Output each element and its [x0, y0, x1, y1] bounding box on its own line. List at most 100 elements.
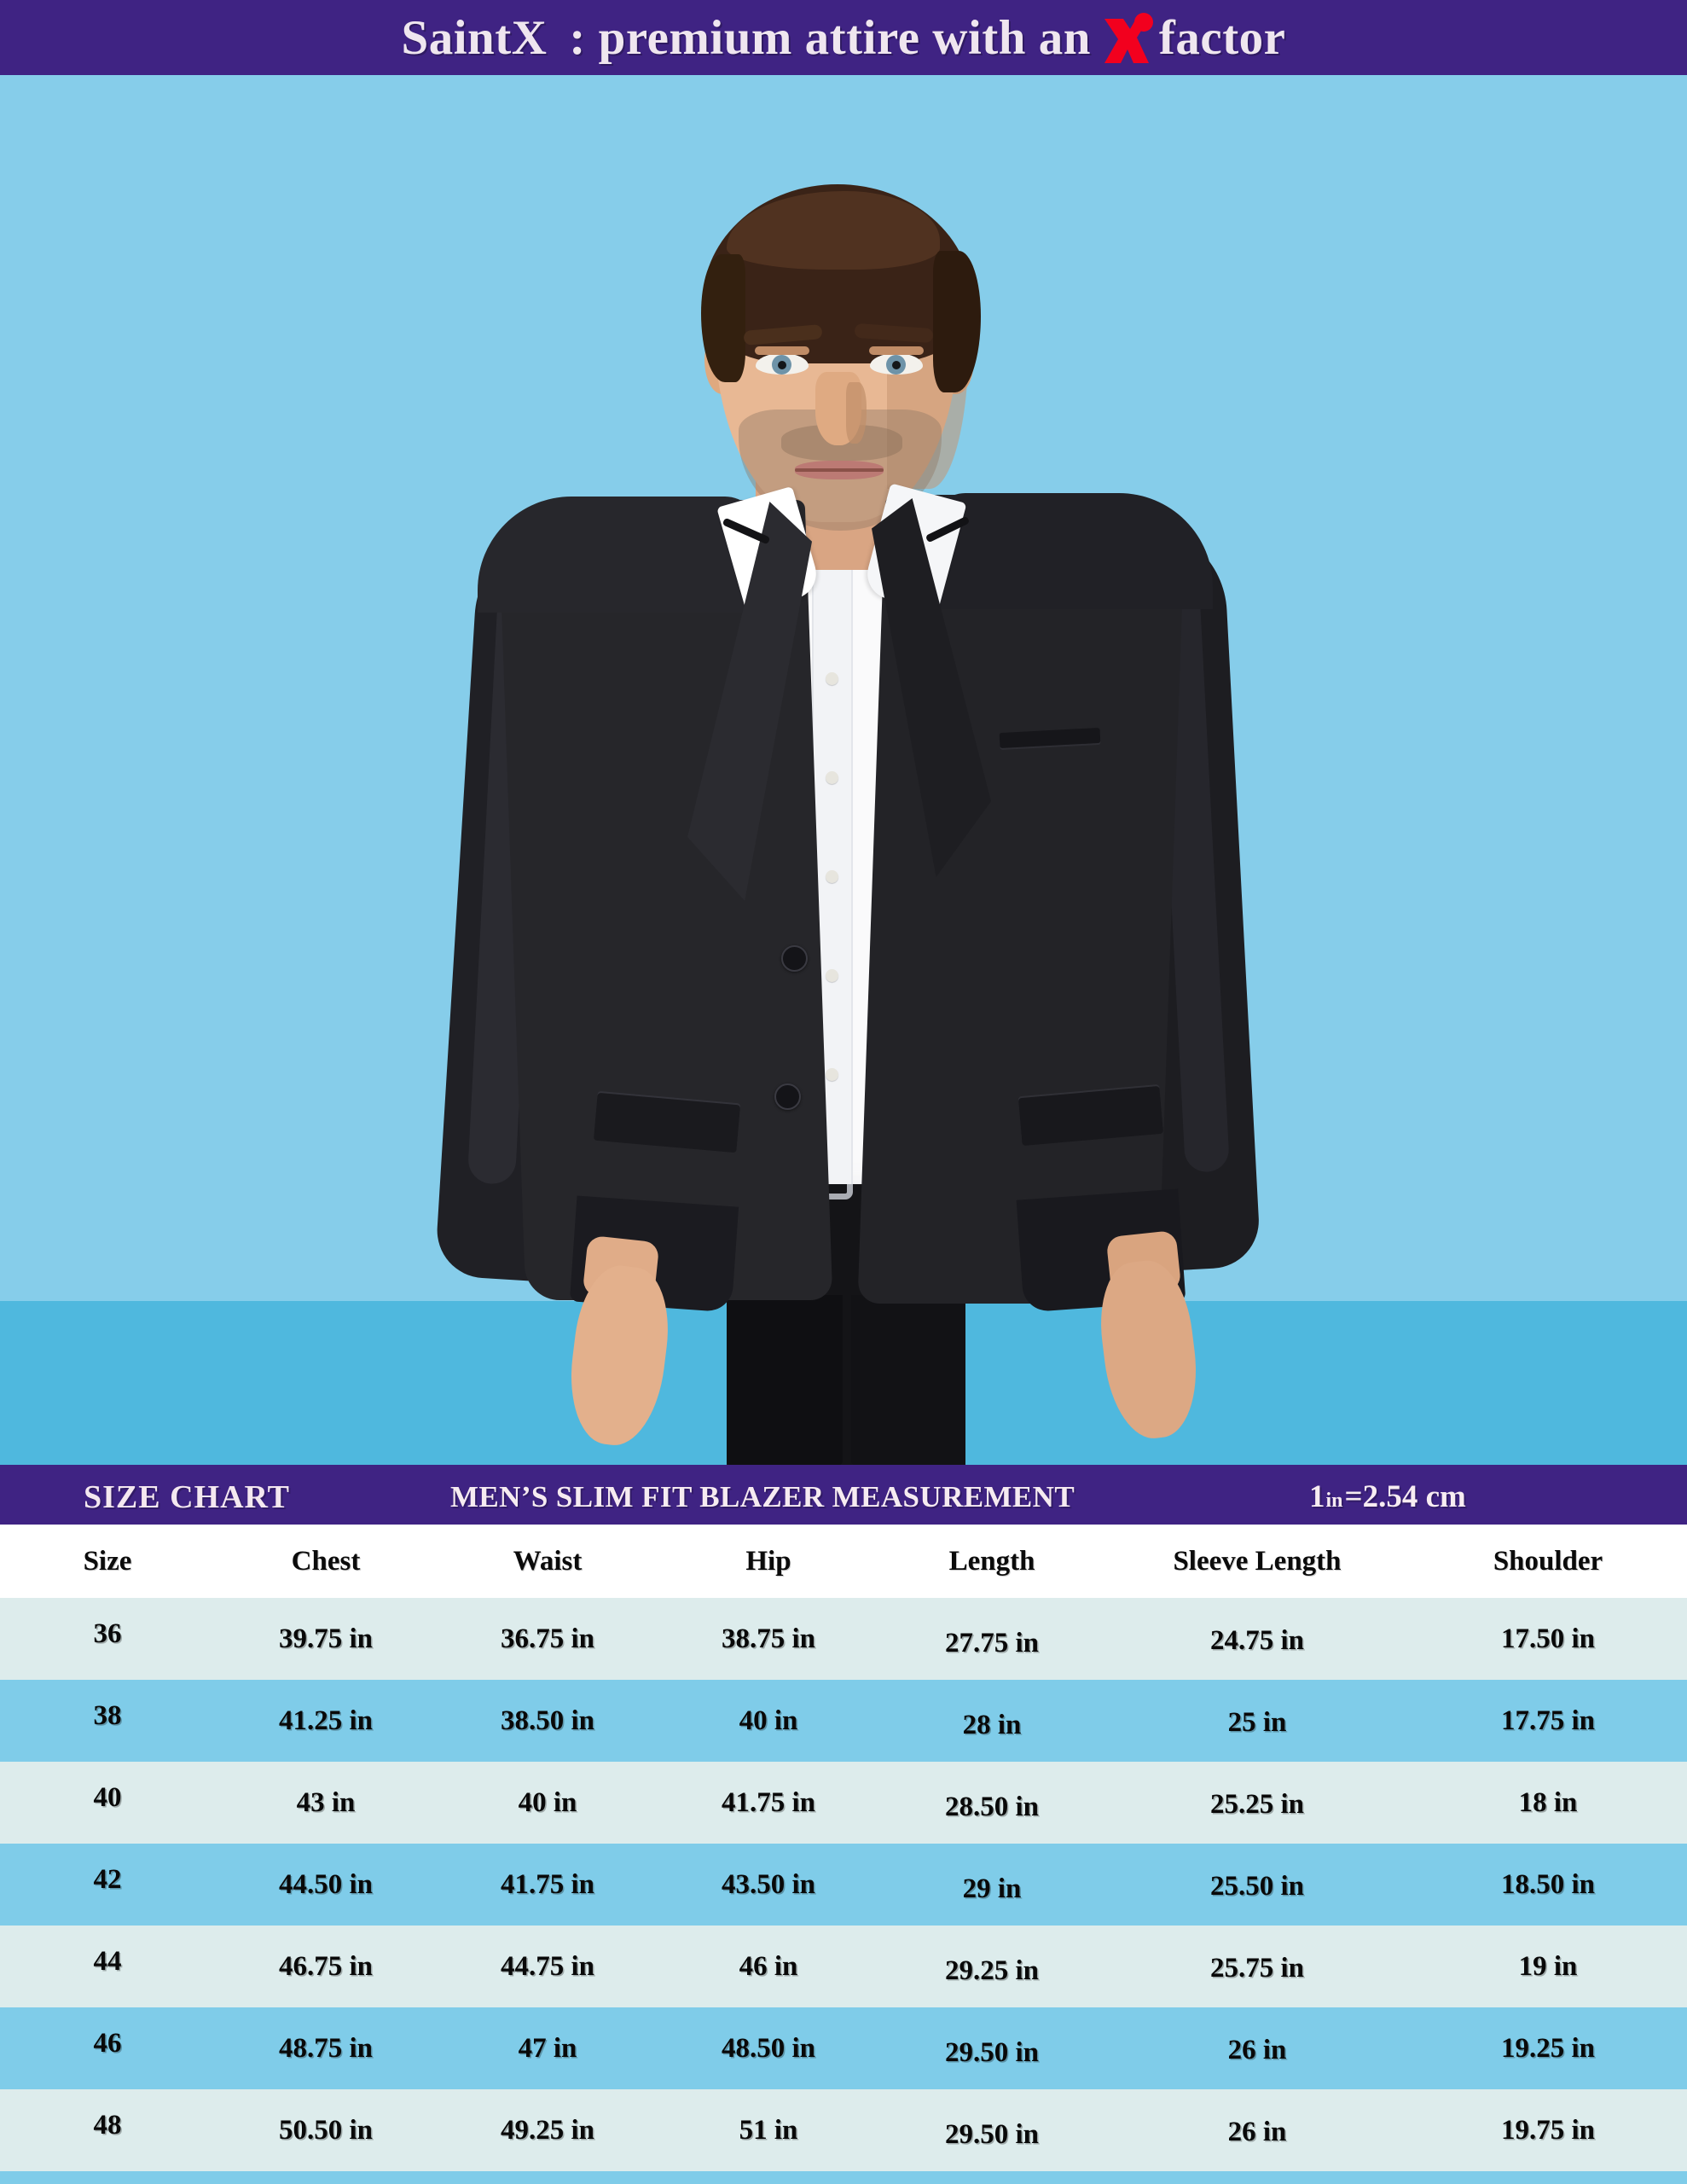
cell-length: 28.50 in	[878, 1762, 1105, 1844]
cell-waist: 47 in	[437, 2007, 658, 2089]
cell-sleeve-length: 26 in	[1105, 2089, 1409, 2171]
cell-sleeve-length: 25.25 in	[1105, 1762, 1409, 1844]
hair-left-side	[701, 254, 745, 382]
cell-length: 27.75 in	[878, 1598, 1105, 1680]
cell-sleeve-length: 26.25 in	[1105, 2171, 1409, 2184]
cell-size: 42	[0, 1844, 215, 1926]
cell-size: 40	[0, 1762, 215, 1844]
table-row: 38 41.25 in 38.50 in 40 in 28 in 25 in 1…	[0, 1680, 1687, 1762]
cell-waist: 50.50 in	[437, 2171, 658, 2184]
cell-hip: 51 in	[658, 2089, 878, 2171]
cell-shoulder: 17.50 in	[1409, 1598, 1687, 1680]
blazer-right-shoulder	[931, 493, 1213, 609]
table-row: 44 46.75 in 44.75 in 46 in 29.25 in 25.7…	[0, 1926, 1687, 2007]
cell-shoulder: 19 in	[1409, 1926, 1687, 2007]
cell-sleeve-length: 25.50 in	[1105, 1844, 1409, 1926]
cell-waist: 36.75 in	[437, 1598, 658, 1680]
table-header-row: Size Chest Waist Hip Length Sleeve Lengt…	[0, 1525, 1687, 1598]
cell-shoulder: 20 in	[1409, 2171, 1687, 2184]
brand-name: SaintX	[401, 10, 548, 65]
left-pupil	[778, 361, 786, 369]
left-eye	[756, 353, 809, 375]
cell-shoulder: 18.50 in	[1409, 1844, 1687, 1926]
hero-photo	[0, 75, 1687, 1465]
cell-waist: 41.75 in	[437, 1844, 658, 1926]
cell-waist: 44.75 in	[437, 1926, 658, 2007]
cell-sleeve-length: 24.75 in	[1105, 1598, 1409, 1680]
table-row: 50 51.50 in 50.50 in 52 in 29.75 in 26.2…	[0, 2171, 1687, 2184]
left-eyelid	[755, 346, 809, 355]
cell-size: 36	[0, 1598, 215, 1680]
top-banner: SaintX : premium attire with an factor	[0, 0, 1687, 75]
right-eye	[870, 353, 923, 375]
lip-line	[795, 468, 884, 472]
right-iris	[886, 355, 906, 375]
cell-waist: 38.50 in	[437, 1680, 658, 1762]
cell-size: 44	[0, 1926, 215, 2007]
column-header-length: Length	[878, 1525, 1105, 1598]
hair-right-side	[933, 251, 981, 392]
column-header-waist: Waist	[437, 1525, 658, 1598]
table-row: 42 44.50 in 41.75 in 43.50 in 29 in 25.5…	[0, 1844, 1687, 1926]
cell-hip: 43.50 in	[658, 1844, 878, 1926]
cell-sleeve-length: 25 in	[1105, 1680, 1409, 1762]
model-figure	[0, 75, 1687, 1465]
size-chart-header-bar: SIZE CHART MEN’S SLIM FIT BLAZER MEASURE…	[0, 1465, 1687, 1525]
cell-size: 48	[0, 2089, 215, 2171]
conversion-unit: in	[1325, 1490, 1343, 1512]
shirt-button	[826, 969, 838, 982]
cell-shoulder: 19.25 in	[1409, 2007, 1687, 2089]
table-row: 40 43 in 40 in 41.75 in 28.50 in 25.25 i…	[0, 1762, 1687, 1844]
column-header-chest: Chest	[215, 1525, 437, 1598]
column-header-size: Size	[0, 1525, 215, 1598]
cell-chest: 48.75 in	[215, 2007, 437, 2089]
left-iris	[772, 355, 791, 375]
size-chart-table: Size Chest Waist Hip Length Sleeve Lengt…	[0, 1525, 1687, 2184]
size-chart-subtitle: MEN’S SLIM FIT BLAZER MEASUREMENT	[450, 1480, 1075, 1513]
nose-shadow	[846, 382, 867, 444]
right-eyelid	[869, 346, 924, 355]
trouser-left-leg	[727, 1295, 843, 1465]
cell-hip: 38.75 in	[658, 1598, 878, 1680]
cell-length: 29 in	[878, 1844, 1105, 1926]
table-header: Size Chest Waist Hip Length Sleeve Lengt…	[0, 1525, 1687, 1598]
right-pupil	[892, 361, 901, 369]
trouser-right-leg	[851, 1295, 965, 1465]
blazer-button	[781, 945, 808, 972]
cell-chest: 43 in	[215, 1762, 437, 1844]
cell-size: 38	[0, 1680, 215, 1762]
cell-chest: 44.50 in	[215, 1844, 437, 1926]
cell-length: 29.50 in	[878, 2007, 1105, 2089]
cell-chest: 46.75 in	[215, 1926, 437, 2007]
size-chart-title: SIZE CHART	[84, 1479, 291, 1515]
table-body: 36 39.75 in 36.75 in 38.75 in 27.75 in 2…	[0, 1598, 1687, 2184]
cell-chest: 50.50 in	[215, 2089, 437, 2171]
column-header-hip: Hip	[658, 1525, 878, 1598]
blazer-button	[774, 1083, 801, 1110]
table-row: 48 50.50 in 49.25 in 51 in 29.50 in 26 i…	[0, 2089, 1687, 2171]
cell-length: 29.75 in	[878, 2171, 1105, 2184]
cell-size: 46	[0, 2007, 215, 2089]
hair-highlight	[727, 191, 940, 270]
shirt-button	[826, 672, 838, 685]
right-hand	[1093, 1256, 1205, 1443]
conversion-rest: =2.54 cm	[1344, 1479, 1466, 1514]
cell-hip: 52 in	[658, 2171, 878, 2184]
cell-length: 29.25 in	[878, 1926, 1105, 2007]
tagline-pre: : premium attire with an	[569, 10, 1091, 65]
x-logo-icon	[1101, 10, 1154, 65]
cell-chest: 41.25 in	[215, 1680, 437, 1762]
cell-size: 50	[0, 2171, 215, 2184]
shirt-button	[826, 771, 838, 784]
column-header-sleeve-length: Sleeve Length	[1105, 1525, 1409, 1598]
banner-title: SaintX : premium attire with an factor	[402, 10, 1286, 66]
cell-sleeve-length: 26 in	[1105, 2007, 1409, 2089]
cell-waist: 40 in	[437, 1762, 658, 1844]
cell-hip: 46 in	[658, 1926, 878, 2007]
conversion-value: 1	[1309, 1479, 1325, 1514]
cell-waist: 49.25 in	[437, 2089, 658, 2171]
column-header-shoulder: Shoulder	[1409, 1525, 1687, 1598]
cell-hip: 41.75 in	[658, 1762, 878, 1844]
cell-hip: 40 in	[658, 1680, 878, 1762]
table-row: 36 39.75 in 36.75 in 38.75 in 27.75 in 2…	[0, 1598, 1687, 1680]
